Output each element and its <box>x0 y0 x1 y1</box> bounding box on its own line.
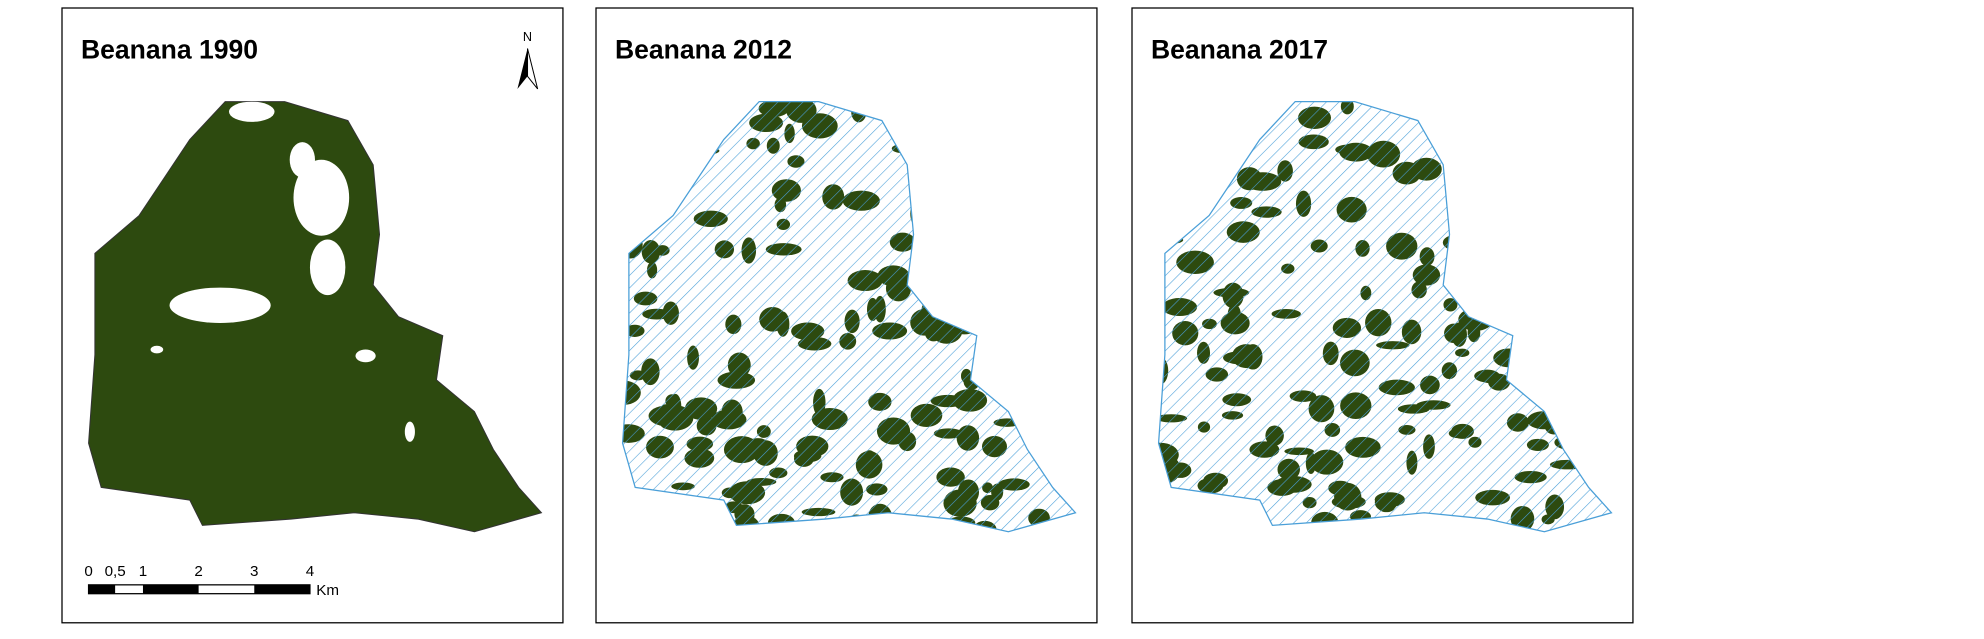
scale-label: 3 <box>250 563 258 580</box>
scale-label: 0 <box>84 563 92 580</box>
north-label: N <box>523 30 532 44</box>
scale-bar: 0 0,5 1 2 3 4 Km <box>84 563 339 599</box>
scale-label: 4 <box>306 563 314 580</box>
panel: Beanana 1990 N 0 0,5 1 2 3 4 Km <box>61 7 564 624</box>
scale-label: 0,5 <box>105 563 126 580</box>
north-arrow: N <box>517 30 539 90</box>
panel-title: Beanana 2012 <box>615 35 792 65</box>
panel-title: Beanana 1990 <box>81 35 258 65</box>
panel: Beanana 2017 <box>1131 7 1634 624</box>
panel-title: Beanana 2017 <box>1151 35 1328 65</box>
panel: Beanana 2012 <box>595 7 1098 624</box>
scale-label: 1 <box>139 563 147 580</box>
scale-unit: Km <box>316 582 339 599</box>
scale-label: 2 <box>194 563 202 580</box>
